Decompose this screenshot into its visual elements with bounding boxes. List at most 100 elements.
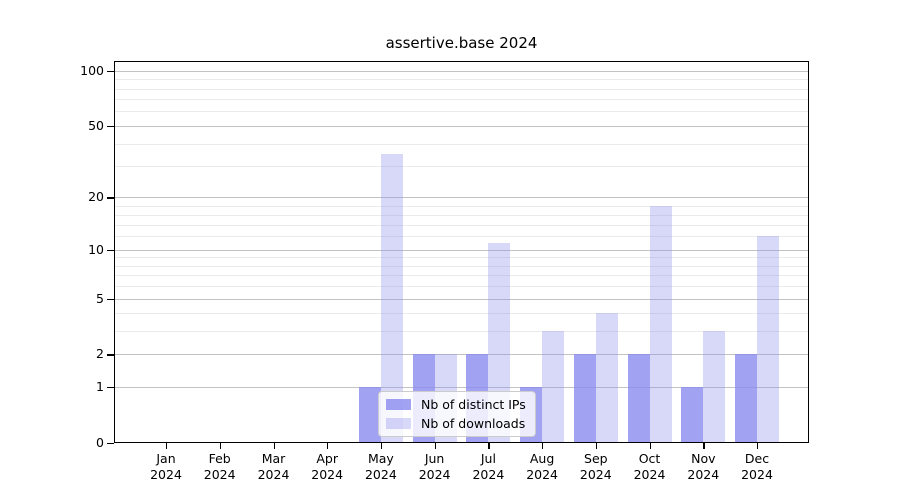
x-axis-tick [542, 443, 544, 449]
minor-gridline [114, 257, 809, 259]
y-axis-tick [107, 249, 114, 251]
major-gridline [114, 387, 809, 389]
major-gridline [114, 70, 809, 72]
legend: Nb of distinct IPs Nb of downloads [378, 391, 536, 437]
bar-distinct-ips-sep [573, 354, 596, 443]
x-tick-label-line: Oct [638, 451, 661, 466]
x-tick-label-line: 2024 [364, 467, 397, 482]
minor-gridline [114, 265, 809, 267]
minor-gridline [114, 111, 809, 113]
y-tick-label: 0 [96, 435, 104, 450]
x-tick-label-line: Feb [208, 451, 231, 466]
x-tick-label-line: 2024 [203, 467, 236, 482]
x-tick-label-line: 2024 [579, 467, 612, 482]
minor-gridline [114, 143, 809, 145]
bar-downloads-oct [649, 205, 672, 443]
legend-swatch-distinct-ips-icon [386, 399, 411, 410]
y-axis-tick [107, 197, 114, 199]
bar-downloads-sep [595, 313, 618, 443]
x-tick-label-line: Jul [480, 451, 496, 466]
y-tick-label: 5 [96, 290, 104, 306]
minor-gridline [114, 331, 809, 333]
x-tick-label: Jul 2024 [460, 451, 516, 483]
legend-label-distinct-ips: Nb of distinct IPs [421, 397, 526, 412]
minor-gridline [114, 286, 809, 288]
minor-gridline [114, 205, 809, 207]
x-tick-label: Nov 2024 [675, 451, 731, 483]
legend-swatch-downloads-icon [386, 418, 411, 429]
bar-distinct-ips-nov [681, 387, 704, 443]
x-axis-tick [273, 443, 275, 449]
y-axis-tick [107, 125, 114, 128]
y-tick-label: 10 [88, 241, 104, 257]
minor-gridline [114, 313, 809, 315]
x-tick-label-line: May [367, 451, 394, 466]
bar-downloads-dec [757, 236, 779, 443]
x-axis-tick [434, 443, 436, 449]
x-tick-label: Dec 2024 [729, 451, 785, 483]
minor-gridline [114, 236, 809, 238]
major-gridline [114, 249, 809, 251]
x-axis-tick [488, 443, 490, 449]
x-tick-label-line: Sep [584, 451, 608, 466]
bar-distinct-ips-may [358, 387, 381, 443]
bar-distinct-ips-oct [627, 354, 650, 443]
legend-entry-distinct-ips: Nb of distinct IPs [386, 397, 526, 412]
x-tick-label-line: Dec [744, 451, 770, 466]
x-tick-label-line: 2024 [741, 467, 773, 482]
x-tick-label: Mar 2024 [246, 451, 302, 483]
x-axis-tick [703, 443, 705, 449]
bar-downloads-nov [703, 331, 726, 443]
y-axis-tick [107, 387, 114, 389]
x-tick-label: Oct 2024 [622, 451, 678, 483]
bar-downloads-aug [542, 331, 565, 443]
y-axis-tick [107, 354, 114, 356]
y-axis-tick [107, 70, 114, 73]
minor-gridline [114, 79, 809, 81]
x-tick-label-line: 2024 [311, 467, 344, 482]
legend-label-downloads: Nb of downloads [421, 416, 526, 431]
x-tick-label: Jan 2024 [138, 451, 194, 483]
y-axis-tick [107, 298, 114, 300]
x-tick-label-line: 2024 [472, 467, 505, 482]
x-tick-label-line: 2024 [257, 467, 290, 482]
major-gridline [114, 125, 809, 127]
bar-downloads-may [380, 154, 403, 443]
y-tick-label: 20 [88, 189, 104, 205]
x-axis-tick [757, 443, 759, 449]
y-tick-label: 1 [96, 379, 104, 395]
x-tick-label-line: Apr [316, 451, 338, 466]
major-gridline [114, 298, 809, 300]
minor-gridline [114, 166, 809, 167]
x-tick-label-line: 2024 [150, 467, 182, 482]
x-axis-tick [380, 443, 383, 449]
x-tick-label-line: 2024 [526, 467, 558, 482]
x-tick-label-line: Nov [691, 451, 716, 466]
minor-gridline [114, 88, 809, 90]
x-tick-label-line: Aug [529, 451, 555, 466]
y-axis-tick [107, 443, 114, 445]
x-tick-label-line: Jun [424, 451, 445, 466]
x-axis-tick [649, 443, 651, 449]
x-tick-label-line: 2024 [687, 467, 720, 482]
y-tick-label: 2 [96, 346, 104, 362]
y-tick-label: 100 [80, 62, 104, 78]
x-tick-label: Jun 2024 [407, 451, 463, 483]
x-axis-tick [595, 443, 598, 449]
x-tick-label: May 2024 [353, 451, 409, 483]
x-tick-label-line: 2024 [418, 467, 451, 482]
major-gridline [114, 197, 809, 199]
x-axis-tick [327, 443, 329, 449]
chart-title: assertive.base 2024 [385, 34, 538, 52]
x-tick-label: Sep 2024 [568, 451, 624, 483]
bar-distinct-ips-dec [735, 354, 757, 443]
x-tick-label-line: Mar [261, 451, 286, 466]
x-tick-label-line: Jan [156, 451, 176, 466]
minor-gridline [114, 99, 809, 101]
major-gridline [114, 354, 809, 356]
x-tick-label-line: 2024 [633, 467, 666, 482]
legend-entry-downloads: Nb of downloads [386, 416, 526, 431]
x-tick-label: Apr 2024 [299, 451, 355, 483]
minor-gridline [114, 214, 809, 216]
